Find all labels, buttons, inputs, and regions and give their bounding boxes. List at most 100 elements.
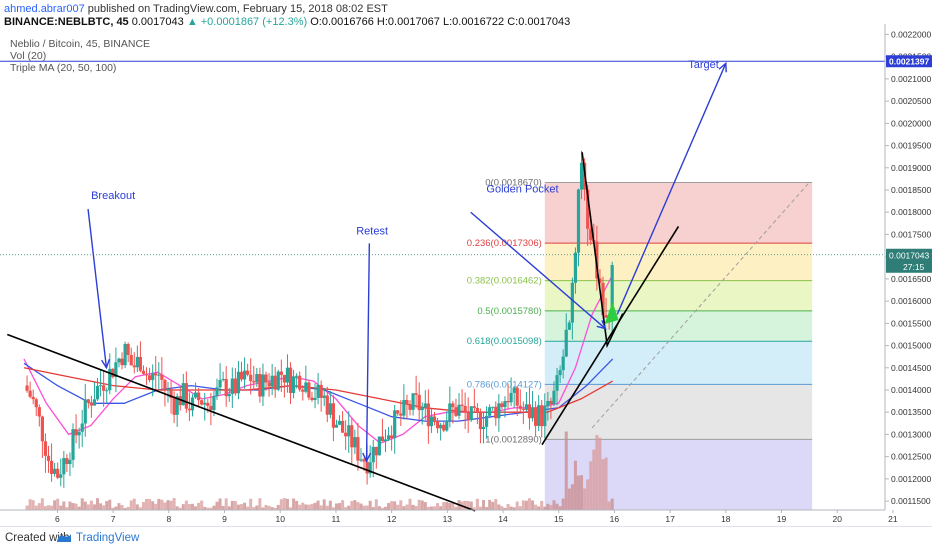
candle-body (402, 400, 406, 416)
candle-body (390, 435, 394, 439)
volume-bar (224, 498, 228, 510)
candle-body (175, 396, 179, 415)
volume-bar (488, 499, 492, 510)
volume-bar (463, 500, 467, 510)
author-link[interactable]: ahmed.abrar007 (4, 3, 85, 15)
candle-body (347, 425, 351, 437)
candle-body (252, 381, 256, 383)
candle-body (405, 400, 409, 405)
volume-bar (451, 502, 455, 510)
trendline[interactable] (7, 333, 476, 512)
candle-body (469, 406, 473, 421)
candle-body (249, 374, 253, 382)
annotation-arrow-line[interactable] (470, 211, 606, 330)
volume-bar (273, 507, 277, 510)
candle-body (573, 252, 578, 283)
last-price-tag (886, 248, 932, 273)
volume-bar (454, 506, 458, 510)
chart-title: Neblio / Bitcoin, 45, BINANCE (10, 38, 151, 50)
volume-bar (371, 507, 375, 510)
y-tick-label: 0.0015500 (891, 318, 931, 328)
wedge-lines[interactable] (581, 152, 624, 349)
fib-level-label: 0.236(0.0017306) (467, 238, 542, 249)
volume-bar (589, 461, 593, 510)
volume-bar (365, 505, 369, 510)
candle-body (126, 344, 130, 355)
candle-body (414, 393, 418, 395)
trendline[interactable] (541, 226, 680, 446)
volume-bar (117, 503, 121, 510)
candle-body (353, 437, 357, 448)
volume-bar (390, 501, 394, 510)
volume-bar (331, 507, 335, 510)
candle-body (117, 358, 121, 363)
volume-bar (163, 502, 167, 510)
volume-legend[interactable]: Vol (20) (10, 50, 47, 62)
candle-body (380, 436, 385, 442)
candle-body (604, 315, 608, 318)
candle-body (288, 367, 293, 394)
symbol-name: BINANCE:NEBLBTC, 45 (4, 16, 129, 28)
volume-bar (246, 506, 250, 510)
volume-bar (549, 505, 553, 510)
y-tick-label: 0.0015000 (891, 341, 931, 351)
candle-body (120, 358, 124, 366)
volume-bar (322, 499, 326, 510)
candle-body (524, 404, 529, 410)
tradingview-logo-icon (57, 534, 71, 542)
candle-body (396, 410, 400, 414)
volume-bar (316, 500, 320, 510)
volume-bar (126, 506, 130, 510)
volume-bar (341, 500, 345, 510)
volume-bar (184, 500, 188, 510)
annotation-label: Retest (356, 225, 388, 237)
volume-bar (282, 498, 286, 510)
volume-bar (491, 501, 495, 510)
x-tick-label: 10 (275, 514, 285, 524)
volume-bar (448, 502, 452, 510)
volume-bar (34, 505, 38, 510)
volume-bar (328, 500, 332, 510)
candle-body (285, 367, 290, 383)
ma-legend[interactable]: Triple MA (20, 50, 100) (10, 62, 117, 74)
annotation-arrow-line[interactable] (616, 63, 727, 315)
candle-body (218, 379, 222, 388)
volume-bar (423, 502, 427, 510)
candle-body (365, 461, 369, 474)
candle-body (491, 406, 495, 408)
annotation-arrow-line[interactable] (365, 243, 371, 462)
volume-bar (218, 498, 222, 510)
volume-bar (212, 505, 216, 510)
volume-bar (62, 501, 66, 510)
volume-bar (148, 499, 152, 510)
candle-body (233, 378, 237, 394)
volume-bar (50, 505, 54, 510)
candle-body (325, 395, 329, 415)
annotation-label: Target (688, 59, 719, 71)
candle-body (34, 399, 38, 408)
volume-bar (601, 459, 605, 510)
volume-bar (344, 507, 348, 510)
moving-average-line (23, 274, 614, 445)
volume-bar (28, 499, 32, 510)
volume-bar (102, 505, 106, 510)
tradingview-brand[interactable]: TradingView (76, 532, 140, 544)
candle-body (83, 399, 87, 424)
volume-bar (65, 507, 69, 510)
volume-bar (540, 500, 544, 510)
x-tick-label: 7 (111, 514, 116, 524)
volume-bar (573, 460, 577, 510)
candle-body (255, 374, 259, 383)
candle-body (561, 356, 565, 371)
candle-body (105, 390, 109, 392)
drawings (0, 60, 885, 512)
candle-body (475, 407, 479, 413)
volume-bar (429, 506, 433, 510)
annotation-label: Breakout (91, 190, 135, 202)
candle-body (319, 384, 323, 398)
y-tick-label: 0.0022000 (891, 29, 931, 39)
candle-body (276, 371, 280, 390)
volume-bar (53, 500, 57, 510)
annotation-arrow-line[interactable] (87, 209, 108, 368)
